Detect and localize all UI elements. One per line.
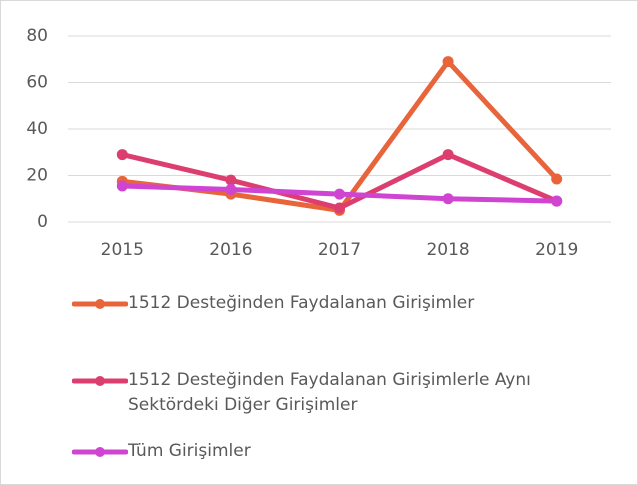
data-point — [551, 173, 563, 185]
legend-marker — [95, 299, 105, 309]
y-tick-label: 20 — [26, 166, 48, 186]
legend-entry: 1512 Desteğinden Faydalanan Girişimler — [72, 293, 475, 316]
x-tick-label: 2015 — [101, 240, 144, 260]
legend-label: 1512 Desteğinden Faydalanan Girişimlerle… — [128, 370, 531, 415]
y-tick-label: 60 — [26, 73, 48, 93]
data-point — [551, 195, 563, 207]
data-point — [334, 188, 345, 200]
x-tick-label: 2016 — [209, 240, 252, 260]
x-tick-label: 2018 — [426, 240, 469, 260]
legend-label: Tüm Girişimler — [128, 441, 251, 461]
data-point — [442, 149, 454, 161]
y-tick-label: 0 — [37, 212, 48, 232]
data-point — [225, 174, 237, 186]
legend-marker — [95, 376, 105, 386]
data-point — [225, 183, 237, 195]
legend-label: 1512 Desteğinden Faydalanan Girişimler — [128, 293, 475, 313]
legend-swatch — [72, 447, 128, 457]
legend-entry: Tüm Girişimler — [72, 441, 251, 464]
legend-marker — [95, 447, 105, 457]
legend-swatch — [72, 376, 128, 386]
legend-swatch — [72, 299, 128, 309]
data-point — [334, 202, 345, 214]
y-tick-label: 40 — [26, 119, 48, 139]
x-tick-label: 2017 — [318, 240, 361, 260]
y-tick-label: 80 — [26, 26, 48, 46]
data-point — [442, 56, 454, 68]
data-point — [442, 193, 454, 205]
x-tick-label: 2019 — [535, 240, 578, 260]
legend-entry: 1512 Desteğinden Faydalanan Girişimlerle… — [72, 370, 598, 418]
data-point — [116, 149, 128, 161]
data-point — [116, 180, 128, 192]
